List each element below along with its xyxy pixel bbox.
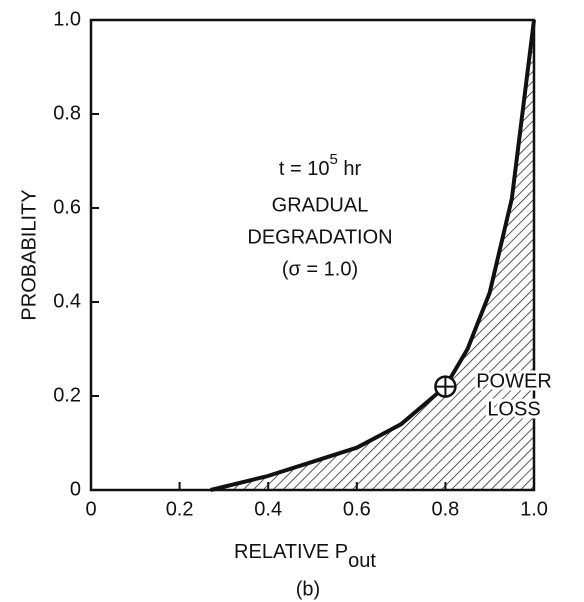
- x-tick-label: 1.0: [520, 498, 548, 520]
- x-tick-label: 0: [85, 498, 96, 520]
- annotation-text: GRADUAL: [272, 194, 369, 216]
- hatched-area: [210, 20, 535, 490]
- annotation-time-main: t = 10: [279, 158, 330, 180]
- y-tick-label: 1.0: [53, 8, 81, 30]
- x-axis-label-main: RELATIVE P: [234, 541, 348, 563]
- y-axis-label: PROBABILITY: [18, 189, 40, 320]
- annotation-time-after: hr: [338, 158, 362, 180]
- annotation-text: (σ = 1.0): [282, 258, 358, 280]
- x-tick-label: 0.4: [254, 498, 282, 520]
- annotation-text: DEGRADATION: [247, 226, 392, 248]
- x-tick-label: 0.2: [166, 498, 194, 520]
- x-axis-label-sub: out: [348, 550, 376, 572]
- x-tick-label: 0.6: [343, 498, 371, 520]
- curve: [210, 19, 536, 492]
- y-tick-label: 0.2: [53, 384, 81, 406]
- plot-frame: [89, 18, 536, 492]
- annotation-time-sup: 5: [329, 151, 337, 168]
- annotation-loss: POWER: [476, 370, 552, 392]
- x-axis-label: RELATIVE Pout: [234, 541, 376, 572]
- caption: (b): [296, 578, 320, 600]
- x-tick-label: 0.8: [431, 498, 459, 520]
- point-marker: [434, 375, 457, 398]
- annotation-time: t = 105 hr: [279, 151, 362, 180]
- y-tick-label: 0.4: [53, 290, 81, 312]
- annotation-loss: LOSS: [487, 398, 540, 420]
- y-tick-label: 0: [70, 478, 81, 500]
- y-tick-label: 0.8: [53, 102, 81, 124]
- y-tick-label: 0.6: [53, 196, 81, 218]
